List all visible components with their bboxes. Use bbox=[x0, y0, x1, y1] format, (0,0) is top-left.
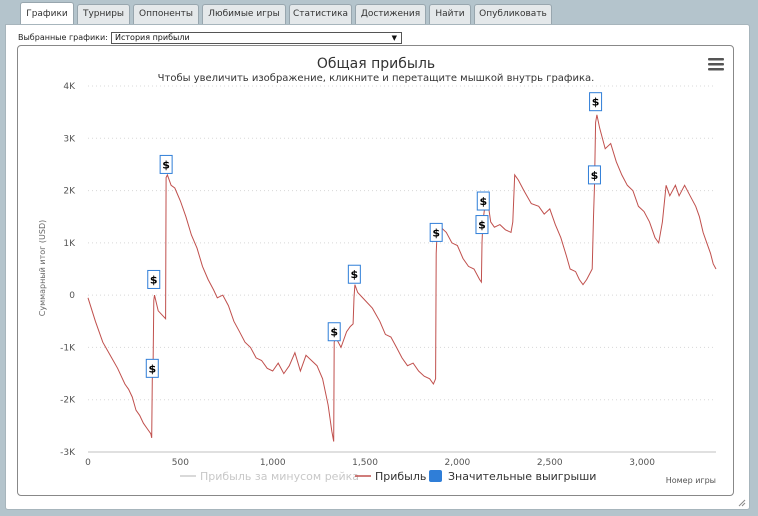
tab-charts[interactable]: Графики bbox=[20, 2, 74, 26]
big-win-flag[interactable]: $ bbox=[475, 215, 489, 235]
tab-achievements[interactable]: Достижения bbox=[355, 4, 426, 24]
tab-search[interactable]: Найти bbox=[429, 4, 471, 24]
flag-box bbox=[159, 154, 173, 174]
x-axis-label: Номер игры bbox=[666, 476, 716, 485]
profit-series-line bbox=[87, 114, 717, 442]
y-tick-label: 2K bbox=[63, 187, 76, 197]
chart-title: Общая прибыль bbox=[317, 56, 435, 72]
big-win-flag[interactable]: $ bbox=[327, 322, 341, 342]
tab-tournaments[interactable]: Турниры bbox=[77, 4, 130, 24]
tab-publish[interactable]: Опубликовать bbox=[474, 4, 552, 24]
flag-box bbox=[587, 165, 601, 185]
dollar-icon: $ bbox=[592, 96, 600, 109]
profit-chart[interactable]: Общая прибыль Чтобы увеличить изображени… bbox=[18, 46, 735, 497]
big-win-markers: $ $ $ $ $ $ $ $ $ $ bbox=[145, 92, 603, 378]
big-win-flag[interactable]: $ bbox=[429, 222, 443, 242]
dollar-icon: $ bbox=[330, 326, 338, 339]
y-tick-label: 1K bbox=[63, 239, 76, 249]
y-axis-label: Суммарный итог (USD) bbox=[38, 220, 47, 317]
chart-container[interactable]: Общая прибыль Чтобы увеличить изображени… bbox=[17, 45, 734, 496]
flag-box bbox=[145, 358, 159, 378]
chart-selector-dropdown[interactable]: История прибыли ▼ bbox=[111, 32, 402, 44]
legend-label: Значительные выигрыши bbox=[448, 470, 596, 483]
dollar-icon: $ bbox=[432, 226, 440, 239]
x-tick-label: 1,500 bbox=[352, 458, 378, 468]
dollar-icon: $ bbox=[591, 169, 599, 182]
flag-box bbox=[147, 269, 161, 289]
dollar-icon: $ bbox=[148, 362, 156, 375]
dollar-icon: $ bbox=[478, 219, 486, 232]
big-win-flag[interactable]: $ bbox=[145, 358, 159, 378]
y-tick-label: -2K bbox=[60, 396, 76, 406]
flag-box bbox=[347, 264, 361, 284]
x-tick-label: 2,000 bbox=[445, 458, 471, 468]
legend-label: Прибыль bbox=[375, 470, 426, 483]
y-tick-label: -3K bbox=[60, 448, 76, 458]
y-tick-label: 0 bbox=[69, 291, 75, 301]
dollar-icon: $ bbox=[479, 195, 487, 208]
x-tick-label: 0 bbox=[85, 458, 91, 468]
legend-item[interactable]: Прибыль bbox=[355, 470, 426, 483]
series-lines bbox=[87, 114, 717, 442]
dollar-icon: $ bbox=[351, 268, 359, 281]
x-tick-label: 500 bbox=[172, 458, 189, 468]
tab-favorite-games[interactable]: Любимые игры bbox=[202, 4, 286, 24]
tab-opponents[interactable]: Оппоненты bbox=[133, 4, 199, 24]
y-tick-label: 4K bbox=[63, 82, 76, 92]
big-win-flag[interactable]: $ bbox=[147, 269, 161, 289]
y-tick-label: 3K bbox=[63, 134, 76, 144]
big-win-flag[interactable]: $ bbox=[159, 154, 173, 174]
legend-item[interactable]: Значительные выигрыши bbox=[429, 470, 596, 483]
dollar-icon: $ bbox=[162, 158, 170, 171]
resize-handle-icon[interactable] bbox=[738, 499, 746, 507]
legend-label: Прибыль за минусом рейка bbox=[200, 470, 359, 483]
y-tick-label: -1K bbox=[60, 343, 76, 353]
legend-swatch bbox=[429, 470, 442, 482]
flag-box bbox=[476, 191, 490, 211]
x-tick-label: 3,000 bbox=[629, 458, 655, 468]
flag-box bbox=[475, 215, 489, 235]
hamburger-menu-icon[interactable] bbox=[708, 58, 724, 71]
tab-statistics[interactable]: Статистика bbox=[289, 4, 352, 24]
dollar-icon: $ bbox=[150, 273, 158, 286]
x-tick-label: 2,500 bbox=[537, 458, 563, 468]
chart-subtitle: Чтобы увеличить изображение, кликните и … bbox=[158, 73, 595, 84]
flag-box bbox=[327, 322, 341, 342]
y-axis-ticks: -3K -2K -1K 0 1K 2K 3K 4K bbox=[60, 82, 76, 458]
chart-legend[interactable]: Прибыль за минусом рейка Прибыль Значитель… bbox=[180, 470, 596, 483]
grid-lines bbox=[88, 85, 716, 453]
legend-item[interactable]: Прибыль за минусом рейка bbox=[180, 470, 359, 483]
tab-bar: Графики Турниры Оппоненты Любимые игры С… bbox=[0, 0, 758, 26]
flag-box bbox=[429, 222, 443, 242]
chart-selector-value: История прибыли bbox=[115, 33, 190, 42]
big-win-flag[interactable]: $ bbox=[476, 191, 490, 211]
x-axis-ticks: 0 500 1,000 1,500 2,000 2,500 3,000 bbox=[85, 458, 655, 468]
big-win-flag[interactable]: $ bbox=[589, 92, 603, 112]
x-tick-label: 1,000 bbox=[260, 458, 286, 468]
flag-box bbox=[589, 92, 603, 112]
big-win-flag[interactable]: $ bbox=[587, 165, 601, 185]
chart-selector-label: Выбранные графики: bbox=[18, 33, 108, 42]
big-win-flag[interactable]: $ bbox=[347, 264, 361, 284]
dropdown-arrow-icon: ▼ bbox=[391, 34, 397, 42]
